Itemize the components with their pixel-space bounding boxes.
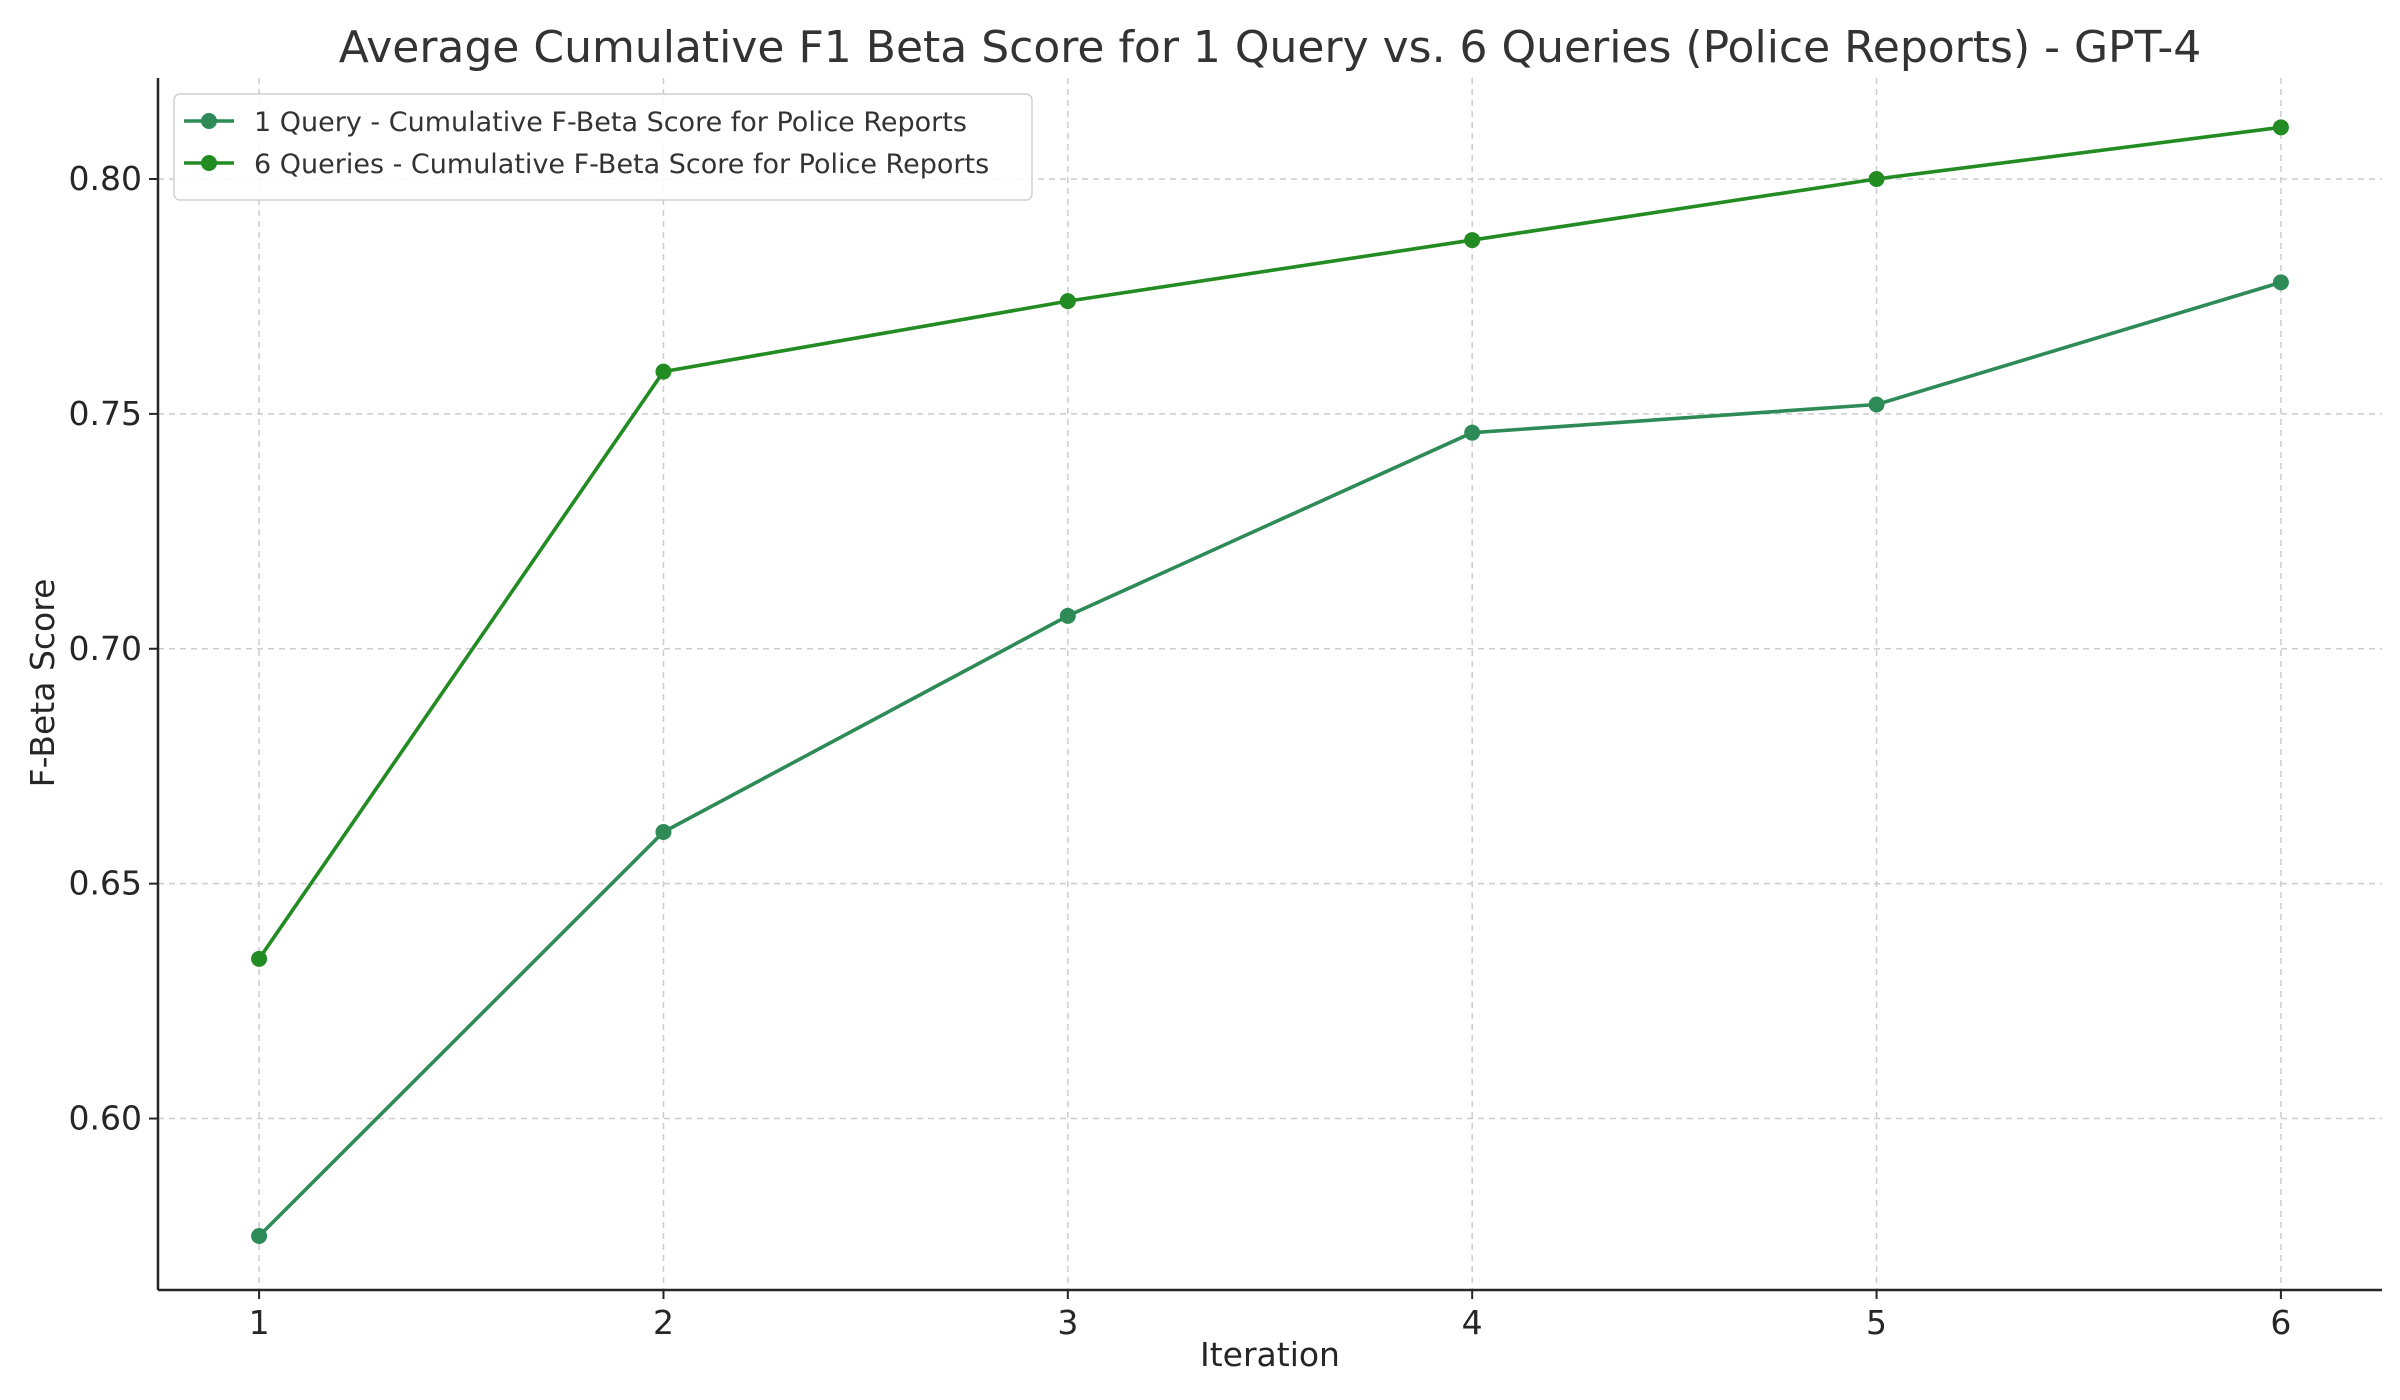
data-point [2272, 119, 2289, 136]
x-tick-label: 1 [249, 1303, 270, 1342]
y-axis-label: F-Beta Score [23, 579, 62, 788]
series-layer [251, 119, 2289, 1244]
data-point [1059, 607, 1076, 624]
legend-marker-swatch [201, 113, 217, 129]
y-tick-label: 0.75 [69, 394, 142, 433]
gridlines [158, 78, 2382, 1290]
data-point [251, 950, 268, 967]
legend-box [173, 93, 1033, 201]
x-axis-label: Iteration [1200, 1335, 1340, 1374]
legend-label: 6 Queries - Cumulative F-Beta Score for … [254, 149, 989, 180]
data-point [1059, 293, 1076, 310]
legend: 1 Query - Cumulative F-Beta Score for Po… [173, 93, 1033, 201]
data-point [1464, 424, 1481, 441]
legend-marker-swatch [201, 155, 217, 171]
y-tick-label: 0.70 [69, 629, 142, 668]
data-point [251, 1227, 268, 1244]
series-2 [251, 119, 2289, 967]
data-point [1868, 171, 1885, 187]
x-tick-label: 5 [1866, 1303, 1887, 1342]
y-tick-label: 0.80 [69, 159, 142, 198]
y-tick-label: 0.65 [69, 864, 142, 903]
y-tick-label: 0.60 [69, 1099, 142, 1138]
series-line [257, 280, 2282, 1238]
data-point [1464, 232, 1481, 249]
series-line [257, 125, 2282, 960]
chart-title: Average Cumulative F1 Beta Score for 1 Q… [339, 22, 2202, 73]
legend-label: 1 Query - Cumulative F-Beta Score for Po… [254, 107, 967, 138]
x-tick-label: 6 [2270, 1303, 2291, 1342]
x-tick-label: 4 [1462, 1303, 1483, 1342]
axes: 1 2 3 4 5 6 0.60 0.65 0.70 0.75 0.80 [69, 78, 2382, 1342]
data-point [655, 823, 672, 840]
data-point [655, 363, 672, 380]
series-1 [251, 274, 2289, 1244]
data-point [2272, 274, 2289, 291]
x-tick-label: 2 [653, 1303, 674, 1342]
data-point [1868, 396, 1885, 413]
x-tick-label: 3 [1057, 1303, 1078, 1342]
